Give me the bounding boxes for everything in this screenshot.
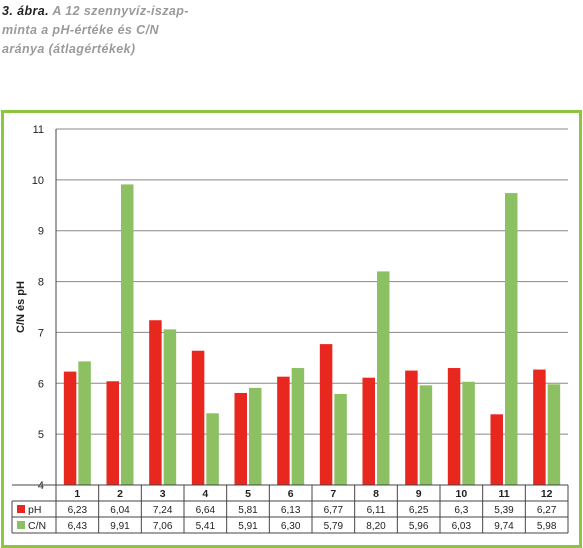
data-value-label: 6,30 [281, 521, 301, 532]
data-value-label: 8,20 [366, 521, 386, 532]
x-category-label: 3 [160, 488, 166, 500]
bar-cn [419, 385, 433, 485]
y-tick-label: 10 [32, 175, 44, 187]
x-category-label: 7 [330, 488, 336, 500]
data-value-label: 6,03 [452, 521, 472, 532]
x-category-label: 2 [117, 488, 123, 500]
legend-label: C/N [28, 520, 46, 532]
x-category-label: 5 [245, 488, 251, 500]
data-value-label: 9,74 [494, 521, 514, 532]
bar-ph [362, 377, 375, 485]
data-value-label: 5,91 [238, 521, 258, 532]
legend-swatch-cn [17, 521, 25, 529]
data-value-label: 6,43 [68, 521, 88, 532]
bar-cn [505, 193, 518, 485]
bar-ph [149, 320, 162, 485]
bar-cn [462, 381, 475, 485]
x-category-label: 6 [288, 488, 294, 500]
legend-swatch-ph [17, 505, 25, 513]
legend-label: pH [28, 504, 41, 516]
bar-ph [405, 370, 418, 485]
bar-cn [78, 361, 91, 485]
data-value-label: 6,11 [367, 505, 386, 516]
data-value-label: 5,39 [494, 505, 514, 516]
bar-cn [377, 271, 390, 485]
bar-ph [191, 350, 205, 485]
bar-chart: 4 5 6 7 8 9 10 11 C/N és pH 1 6,23 6,43 2 6,04 9,91 3 7,… [11, 124, 569, 534]
bar-cn [547, 384, 561, 485]
bar-ph [63, 371, 77, 485]
x-category-label: 8 [373, 488, 379, 500]
x-category-label: 12 [541, 488, 553, 500]
x-category-label: 11 [498, 488, 509, 500]
data-value-label: 5,98 [537, 521, 557, 532]
data-value-label: 6,13 [281, 505, 301, 516]
y-tick-label: 11 [33, 124, 44, 136]
bar-ph [234, 392, 247, 485]
data-value-label: 6,25 [409, 505, 429, 516]
data-value-label: 5,79 [324, 521, 344, 532]
y-tick-label: 9 [38, 226, 44, 238]
data-value-label: 5,96 [409, 521, 429, 532]
y-tick-label: 8 [38, 277, 44, 289]
bar-ph [533, 369, 546, 485]
data-value-label: 6,23 [68, 505, 88, 516]
figure-label: 3. ábra. [2, 4, 49, 18]
bar-ph [319, 344, 333, 485]
data-value-label: 5,81 [238, 505, 258, 516]
bar-cn [249, 387, 262, 485]
figure-caption-text: A 12 szennyvíz-iszap-minta a pH-értéke é… [2, 4, 189, 56]
bar-cn [334, 393, 347, 485]
data-value-label: 9,91 [110, 521, 130, 532]
data-value-label: 7,06 [153, 521, 173, 532]
data-value-label: 6,3 [454, 505, 468, 516]
data-value-label: 6,77 [324, 505, 344, 516]
bar-cn [163, 329, 177, 485]
y-tick-label: 7 [38, 327, 44, 339]
bar-cn [206, 413, 219, 485]
chart-frame: 4 5 6 7 8 9 10 11 C/N és pH 1 6,23 6,43 2 6,04 9,91 3 7,… [1, 110, 582, 548]
bar-ph [106, 381, 119, 485]
x-category-label: 4 [202, 488, 208, 500]
data-value-label: 6,27 [537, 505, 557, 516]
x-category-label: 10 [455, 488, 467, 500]
bar-ph [447, 368, 461, 485]
bar-cn [291, 368, 305, 485]
y-tick-label: 6 [38, 378, 44, 390]
bar-ph [277, 376, 290, 485]
x-category-label: 1 [74, 488, 80, 500]
data-value-label: 6,64 [196, 505, 216, 516]
data-value-label: 7,24 [153, 505, 173, 516]
bar-cn [121, 184, 134, 485]
figure-caption: 3. ábra. A 12 szennyvíz-iszap-minta a pH… [2, 2, 202, 59]
bar-ph [490, 414, 503, 485]
x-category-label: 9 [416, 488, 422, 500]
data-value-label: 5,41 [196, 521, 216, 532]
y-tick-label: 5 [38, 429, 44, 441]
data-value-label: 6,04 [110, 505, 130, 516]
y-axis-title: C/N és pH [15, 281, 27, 333]
y-tick-label: 4 [38, 480, 44, 492]
